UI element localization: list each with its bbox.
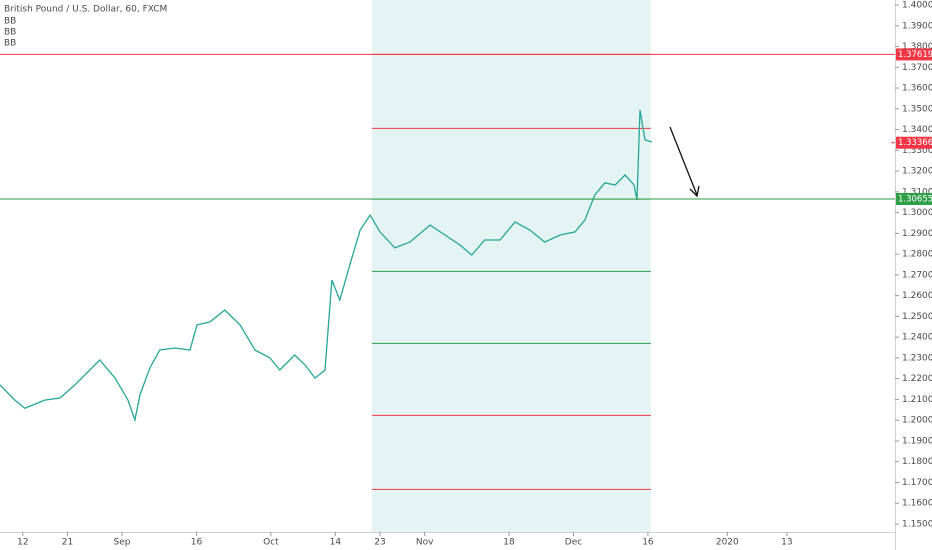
y-tick-label: 1.29000 xyxy=(902,229,932,239)
price-tag xyxy=(896,193,932,206)
x-tick-label: 23 xyxy=(374,538,385,548)
y-tick-label: 1.31000 xyxy=(902,187,932,197)
y-tick-label: 1.20000 xyxy=(902,416,932,426)
x-tick-label: 18 xyxy=(503,538,515,548)
price-tag xyxy=(896,48,932,61)
price-tag-label: 1.37619 xyxy=(898,50,932,60)
x-tick-label: Dec xyxy=(565,538,582,548)
x-tick-label: 16 xyxy=(642,538,654,548)
y-tick-label: 1.23000 xyxy=(902,353,932,363)
y-tick-label: 1.37000 xyxy=(902,63,932,73)
x-tick-label: 16 xyxy=(191,538,203,548)
x-tick-label: 2020 xyxy=(716,538,739,548)
y-tick-label: 1.39000 xyxy=(902,21,932,31)
y-tick-label: 1.27000 xyxy=(902,270,932,280)
y-tick-label: 1.18000 xyxy=(902,457,932,467)
x-tick-label: Nov xyxy=(416,538,434,548)
y-tick-label: 1.40000 xyxy=(902,1,932,11)
y-tick-label: 1.24000 xyxy=(902,333,932,343)
y-tick-label: 1.28000 xyxy=(902,250,932,260)
y-tick-label: 1.15000 xyxy=(902,520,932,530)
y-tick-label: 1.33000 xyxy=(902,146,932,156)
y-tick-label: 1.19000 xyxy=(902,436,932,446)
y-tick-label: 1.26000 xyxy=(902,291,932,301)
y-tick-label: 1.22000 xyxy=(902,374,932,384)
y-tick-label: 1.30000 xyxy=(902,208,932,218)
y-tick-label: 1.25000 xyxy=(902,312,932,322)
y-tick-label: 1.17000 xyxy=(902,478,932,488)
x-tick-label: 13 xyxy=(781,538,792,548)
price-line xyxy=(0,109,653,423)
y-tick-label: 1.16000 xyxy=(902,499,932,509)
date-range-region xyxy=(372,0,651,532)
y-tick-label: 1.32000 xyxy=(902,167,932,177)
price-tag xyxy=(896,136,932,149)
x-tick-label: 14 xyxy=(330,538,342,548)
x-tick-label: 12 xyxy=(17,538,28,548)
y-tick-label: 1.36000 xyxy=(902,84,932,94)
x-tick-label: Oct xyxy=(263,538,279,548)
price-tag-label: 1.33366 xyxy=(898,138,932,148)
y-tick-label: 1.34000 xyxy=(902,125,932,135)
arrow-head xyxy=(689,185,700,198)
chart-title: British Pound / U.S. Dollar, 60, FXCM xyxy=(4,5,167,15)
x-tick-label: Sep xyxy=(114,538,131,548)
arrow-annotation xyxy=(669,126,698,196)
legend-entry: BB xyxy=(4,39,16,49)
x-tick-label: 21 xyxy=(62,538,73,548)
legend-entry: BB xyxy=(4,17,16,27)
y-tick-label: 1.35000 xyxy=(902,104,932,114)
y-tick-label: 1.38000 xyxy=(902,42,932,52)
y-tick-label: 1.21000 xyxy=(902,395,932,405)
price-tag-label: 1.30655 xyxy=(898,195,932,205)
legend-entry: BB xyxy=(4,28,16,38)
